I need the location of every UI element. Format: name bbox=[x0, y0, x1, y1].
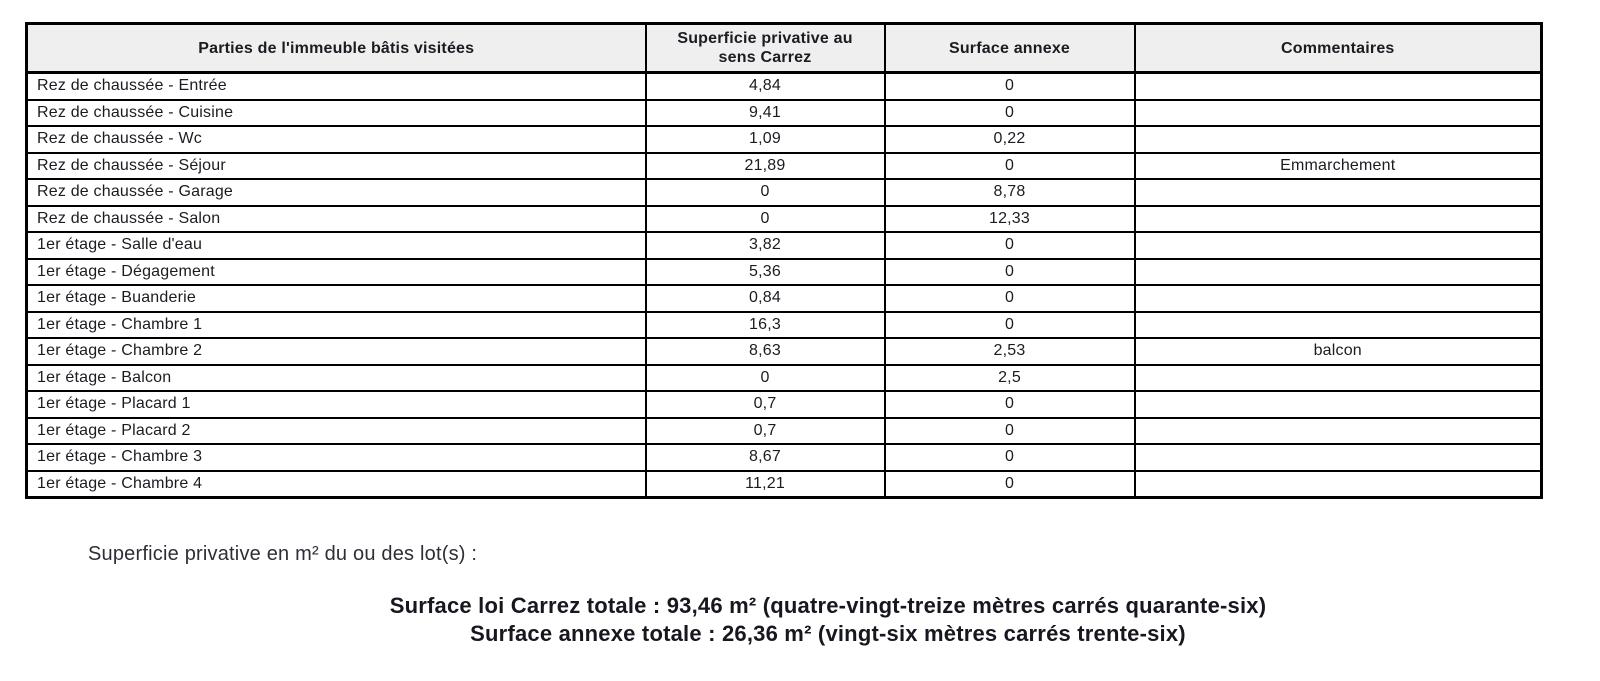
cell-carrez: 9,41 bbox=[644, 98, 886, 127]
total-carrez-line: Surface loi Carrez totale : 93,46 m² (qu… bbox=[389, 593, 1267, 618]
table-row: 1er étage - Placard 1 0,7 0 bbox=[25, 390, 1543, 419]
cell-annexe: 2,5 bbox=[883, 363, 1136, 392]
header-surface-annexe: Surface annexe bbox=[883, 22, 1136, 74]
cell-carrez: 5,36 bbox=[644, 257, 886, 286]
cell-comment: balcon bbox=[1133, 337, 1543, 366]
total-annexe-line: Surface annexe totale : 26,36 m² (vingt-… bbox=[470, 621, 1186, 646]
cell-comment bbox=[1133, 125, 1543, 154]
cell-annexe: 0 bbox=[883, 151, 1136, 180]
cell-comment bbox=[1133, 98, 1543, 127]
cell-annexe: 0 bbox=[883, 469, 1136, 499]
cell-part: Rez de chaussée - Séjour bbox=[25, 151, 647, 180]
cell-comment bbox=[1133, 178, 1543, 207]
cell-comment bbox=[1133, 231, 1543, 260]
cell-comment bbox=[1133, 71, 1543, 101]
cell-part: Rez de chaussée - Cuisine bbox=[25, 98, 647, 127]
cell-comment bbox=[1133, 363, 1543, 392]
table-row: 1er étage - Salle d'eau 3,82 0 bbox=[25, 231, 1543, 260]
cell-annexe: 0 bbox=[883, 231, 1136, 260]
cell-part: Rez de chaussée - Wc bbox=[25, 125, 647, 154]
cell-part: 1er étage - Chambre 2 bbox=[25, 337, 647, 366]
cell-carrez: 4,84 bbox=[644, 71, 886, 101]
cell-annexe: 0 bbox=[883, 98, 1136, 127]
cell-annexe: 0 bbox=[883, 71, 1136, 101]
cell-carrez: 16,3 bbox=[644, 310, 886, 339]
cell-comment bbox=[1133, 310, 1543, 339]
cell-part: 1er étage - Dégagement bbox=[25, 257, 647, 286]
table-row: Rez de chaussée - Garage 0 8,78 bbox=[25, 178, 1543, 207]
cell-carrez: 8,67 bbox=[644, 443, 886, 472]
table-row: 1er étage - Chambre 2 8,63 2,53 balcon bbox=[25, 337, 1543, 366]
table-body: Rez de chaussée - Entrée 4,84 0 Rez de chau… bbox=[25, 71, 1543, 499]
cell-carrez: 11,21 bbox=[644, 469, 886, 499]
surface-measurement-table: Parties de l'immeuble bâtis visitées Sup… bbox=[25, 22, 1543, 499]
totals-block: Surface loi Carrez totale : 93,46 m² (qu… bbox=[56, 592, 1600, 648]
cell-annexe: 12,33 bbox=[883, 204, 1136, 233]
table-row: Rez de chaussée - Entrée 4,84 0 bbox=[25, 71, 1543, 101]
table-row: 1er étage - Dégagement 5,36 0 bbox=[25, 257, 1543, 286]
cell-part: 1er étage - Balcon bbox=[25, 363, 647, 392]
cell-carrez: 1,09 bbox=[644, 125, 886, 154]
cell-part: 1er étage - Chambre 1 bbox=[25, 310, 647, 339]
cell-carrez: 0,7 bbox=[644, 390, 886, 419]
cell-carrez: 0,84 bbox=[644, 284, 886, 313]
cell-carrez: 8,63 bbox=[644, 337, 886, 366]
cell-annexe: 0 bbox=[883, 443, 1136, 472]
table-header: Parties de l'immeuble bâtis visitées Sup… bbox=[25, 22, 1543, 74]
cell-comment bbox=[1133, 204, 1543, 233]
header-parties: Parties de l'immeuble bâtis visitées bbox=[25, 22, 647, 74]
cell-part: 1er étage - Chambre 3 bbox=[25, 443, 647, 472]
cell-annexe: 0 bbox=[883, 284, 1136, 313]
table-row: Rez de chaussée - Cuisine 9,41 0 bbox=[25, 98, 1543, 127]
table-row: 1er étage - Chambre 1 16,3 0 bbox=[25, 310, 1543, 339]
cell-part: 1er étage - Placard 2 bbox=[25, 416, 647, 445]
cell-comment bbox=[1133, 390, 1543, 419]
cell-annexe: 2,53 bbox=[883, 337, 1136, 366]
cell-comment bbox=[1133, 257, 1543, 286]
table-row: 1er étage - Balcon 0 2,5 bbox=[25, 363, 1543, 392]
cell-comment: Emmarchement bbox=[1133, 151, 1543, 180]
cell-carrez: 0 bbox=[644, 178, 886, 207]
cell-carrez: 0 bbox=[644, 204, 886, 233]
cell-annexe: 0 bbox=[883, 310, 1136, 339]
table-header-row: Parties de l'immeuble bâtis visitées Sup… bbox=[25, 22, 1543, 74]
table-row: Rez de chaussée - Wc 1,09 0,22 bbox=[25, 125, 1543, 154]
cell-annexe: 0 bbox=[883, 390, 1136, 419]
cell-part: 1er étage - Chambre 4 bbox=[25, 469, 647, 499]
table-row: 1er étage - Chambre 4 11,21 0 bbox=[25, 469, 1543, 499]
table-row: 1er étage - Buanderie 0,84 0 bbox=[25, 284, 1543, 313]
cell-annexe: 0 bbox=[883, 257, 1136, 286]
cell-comment bbox=[1133, 443, 1543, 472]
cell-carrez: 0 bbox=[644, 363, 886, 392]
cell-carrez: 3,82 bbox=[644, 231, 886, 260]
cell-annexe: 8,78 bbox=[883, 178, 1136, 207]
cell-part: Rez de chaussée - Garage bbox=[25, 178, 647, 207]
cell-comment bbox=[1133, 284, 1543, 313]
cell-part: 1er étage - Salle d'eau bbox=[25, 231, 647, 260]
header-superficie-carrez: Superficie privative au sens Carrez bbox=[644, 22, 886, 74]
cell-part: Rez de chaussée - Salon bbox=[25, 204, 647, 233]
cell-carrez: 21,89 bbox=[644, 151, 886, 180]
cell-annexe: 0 bbox=[883, 416, 1136, 445]
cell-comment bbox=[1133, 416, 1543, 445]
table-row: Rez de chaussée - Salon 0 12,33 bbox=[25, 204, 1543, 233]
cell-part: 1er étage - Buanderie bbox=[25, 284, 647, 313]
superficie-privative-label: Superficie privative en m² du ou des lot… bbox=[88, 543, 478, 565]
cell-part: 1er étage - Placard 1 bbox=[25, 390, 647, 419]
cell-carrez: 0,7 bbox=[644, 416, 886, 445]
cell-part: Rez de chaussée - Entrée bbox=[25, 71, 647, 101]
header-commentaires: Commentaires bbox=[1133, 22, 1543, 74]
cell-annexe: 0,22 bbox=[883, 125, 1136, 154]
table-row: 1er étage - Placard 2 0,7 0 bbox=[25, 416, 1543, 445]
table-row: 1er étage - Chambre 3 8,67 0 bbox=[25, 443, 1543, 472]
cell-comment bbox=[1133, 469, 1543, 499]
table-row: Rez de chaussée - Séjour 21,89 0 Emmarcheme… bbox=[25, 151, 1543, 180]
